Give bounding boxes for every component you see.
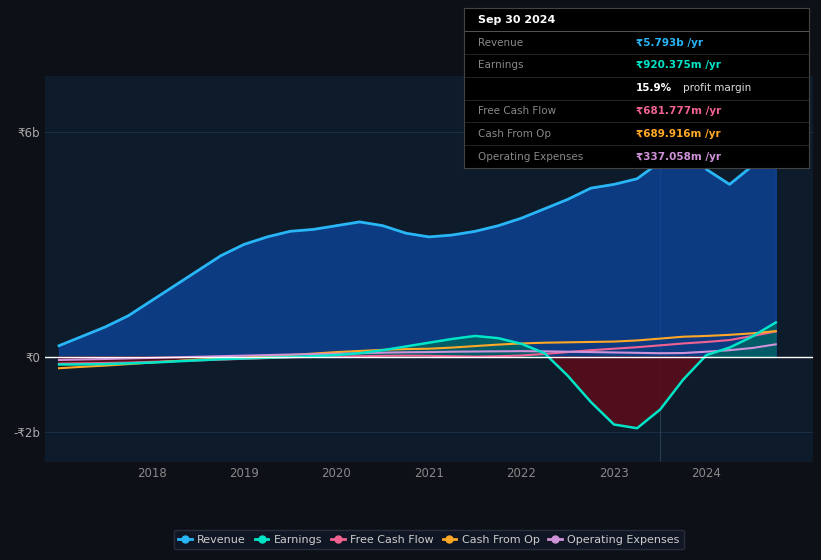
Text: profit margin: profit margin	[683, 83, 751, 93]
Text: Earnings: Earnings	[478, 60, 523, 71]
Text: ₹920.375m /yr: ₹920.375m /yr	[636, 60, 721, 71]
Text: Operating Expenses: Operating Expenses	[478, 152, 583, 162]
Text: Free Cash Flow: Free Cash Flow	[478, 106, 556, 116]
Legend: Revenue, Earnings, Free Cash Flow, Cash From Op, Operating Expenses: Revenue, Earnings, Free Cash Flow, Cash …	[174, 530, 684, 549]
Text: ₹689.916m /yr: ₹689.916m /yr	[636, 129, 721, 139]
Text: ₹337.058m /yr: ₹337.058m /yr	[636, 152, 722, 162]
Text: Sep 30 2024: Sep 30 2024	[478, 15, 555, 25]
Text: ₹5.793b /yr: ₹5.793b /yr	[636, 38, 704, 48]
Text: Cash From Op: Cash From Op	[478, 129, 551, 139]
Text: Revenue: Revenue	[478, 38, 523, 48]
Text: ₹681.777m /yr: ₹681.777m /yr	[636, 106, 722, 116]
Text: 15.9%: 15.9%	[636, 83, 672, 93]
